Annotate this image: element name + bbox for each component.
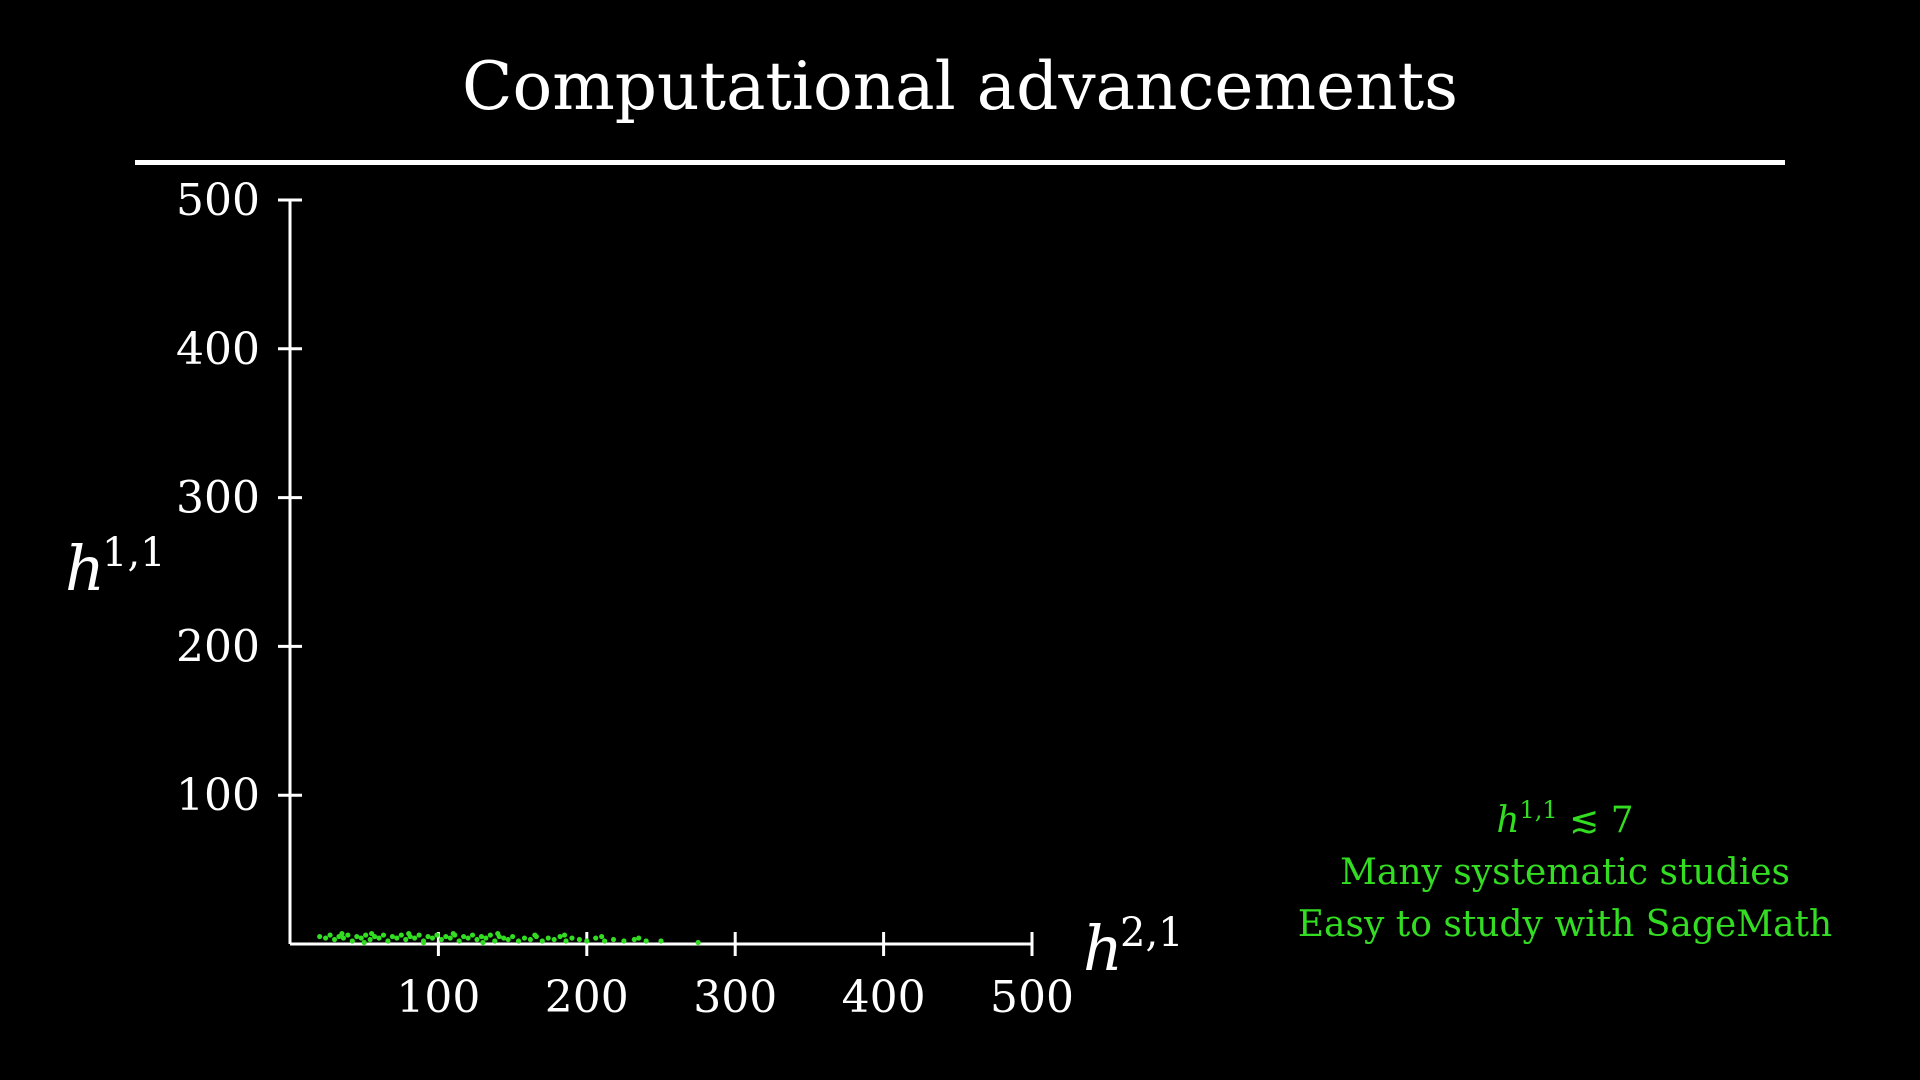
data-point [447, 935, 453, 941]
y-tick-label: 400 [176, 324, 260, 375]
data-point [363, 932, 369, 938]
data-point [403, 936, 409, 943]
data-point [420, 939, 427, 946]
y-tick-label: 300 [176, 473, 260, 524]
data-point [369, 930, 375, 937]
data-point [345, 932, 351, 938]
chart-points [317, 930, 701, 946]
data-point [394, 935, 400, 941]
data-point [385, 938, 391, 944]
annotation-line-sagemath: Easy to study with SageMath [1297, 904, 1833, 945]
data-point [406, 930, 412, 937]
y-axis-label: h [65, 532, 105, 605]
x-tick-label: 400 [842, 972, 926, 1023]
data-point [340, 935, 347, 941]
data-point [532, 932, 538, 938]
slide-title: Computational advancements [461, 48, 1459, 125]
data-point [621, 938, 627, 944]
data-point [602, 938, 608, 944]
y-tick-label: 200 [176, 621, 260, 672]
data-point [438, 936, 444, 943]
data-point [376, 935, 382, 941]
annotation-bound-relation: ≲ [1569, 800, 1600, 841]
data-point [465, 935, 471, 941]
data-point [429, 935, 436, 941]
data-point [434, 932, 440, 938]
data-point [557, 933, 563, 940]
x-tick-label: 500 [990, 972, 1074, 1023]
annotation-text: h1,1 ≲ 7 Many systematic studies Easy to… [1250, 795, 1880, 951]
y-tick-label: 500 [176, 175, 260, 226]
annotation-bound-superscript: 1,1 [1519, 796, 1558, 824]
data-point [515, 938, 522, 944]
data-point [545, 935, 551, 941]
annotation-bound-symbol: h [1496, 800, 1520, 841]
data-point [323, 935, 329, 941]
data-point [349, 938, 355, 944]
data-point [461, 933, 467, 940]
annotation-bound: h1,1 ≲ 7 [1250, 795, 1880, 847]
data-point [478, 933, 485, 940]
data-point [354, 933, 360, 940]
data-point [367, 936, 373, 943]
data-point [551, 936, 557, 943]
data-point [563, 938, 569, 944]
data-point [412, 935, 418, 941]
data-point [487, 932, 493, 938]
data-point [576, 936, 582, 943]
data-point [658, 938, 664, 944]
data-point [380, 932, 387, 938]
data-point [584, 938, 590, 944]
data-point [505, 936, 511, 943]
data-point [569, 935, 575, 941]
data-point [425, 933, 431, 940]
data-point [593, 935, 599, 941]
data-point [331, 936, 338, 943]
data-point [361, 939, 367, 946]
data-point [492, 938, 498, 944]
x-axis-label: h [1083, 912, 1123, 985]
data-point [695, 939, 701, 946]
data-point [631, 936, 637, 943]
data-point [480, 939, 486, 946]
x-axis-label-superscript: 2,1 [1120, 910, 1184, 956]
chart-ticks: 100 200 300 400 500 100 200 300 400 500 [176, 175, 1074, 1023]
data-point [339, 930, 345, 937]
chart-axes [288, 200, 1032, 946]
data-point [317, 933, 323, 940]
annotation-line-systematic: Many systematic studies [1340, 852, 1790, 893]
y-tick-label: 100 [176, 770, 260, 821]
data-point [389, 933, 395, 940]
data-point [636, 935, 642, 941]
x-tick-label: 300 [693, 972, 777, 1023]
data-point [358, 935, 364, 941]
x-tick-label: 100 [396, 972, 480, 1023]
data-point [521, 935, 528, 941]
data-point [643, 938, 649, 944]
data-point [456, 938, 462, 944]
title-divider [135, 160, 1785, 165]
data-point [474, 936, 480, 943]
data-point [495, 930, 501, 937]
data-point [539, 938, 545, 944]
data-point [469, 932, 476, 938]
data-point [501, 935, 507, 941]
data-point [416, 932, 422, 938]
data-point [443, 933, 449, 940]
data-point [450, 930, 456, 937]
y-axis-label-superscript: 1,1 [102, 530, 166, 576]
data-point [527, 936, 534, 943]
annotation-bound-value: 7 [1610, 800, 1634, 841]
data-point [398, 932, 404, 938]
data-point [327, 932, 333, 938]
x-tick-label: 200 [545, 972, 629, 1023]
data-point [561, 932, 568, 938]
data-point [610, 936, 617, 943]
data-point [509, 933, 516, 940]
data-point [599, 933, 605, 940]
data-point [483, 935, 489, 941]
